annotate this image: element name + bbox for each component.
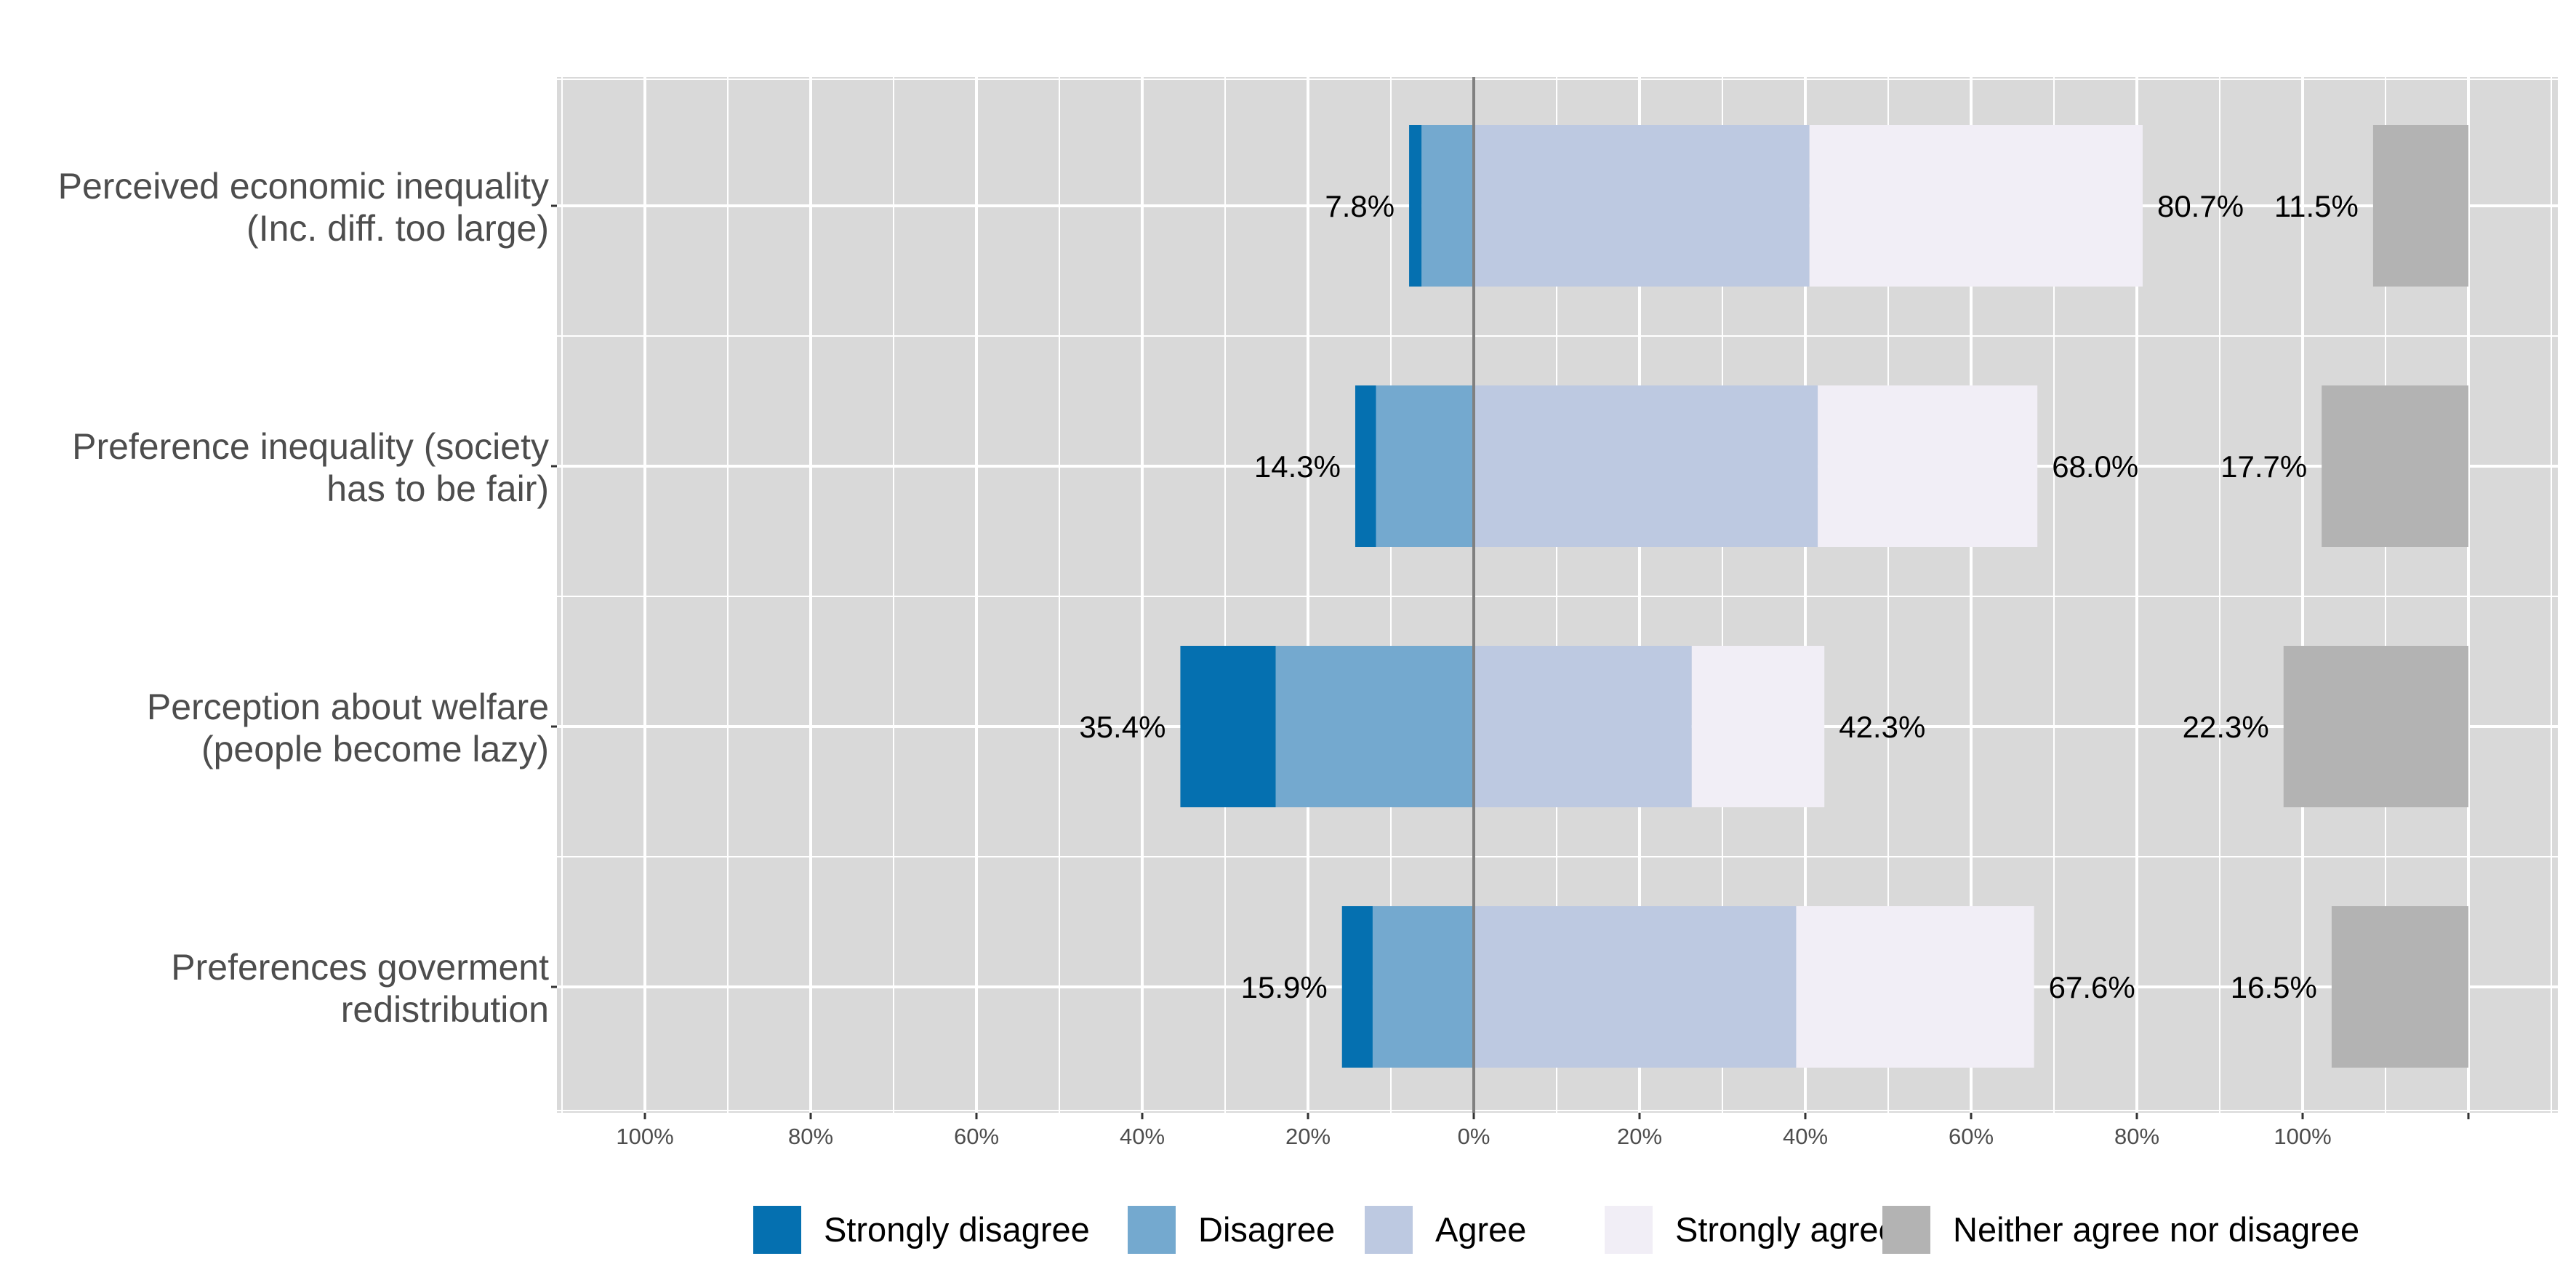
bar-strongly-agree	[1809, 125, 2143, 287]
x-tick-label: 20%	[1617, 1124, 1662, 1149]
data-label-disagree-total: 15.9%	[1241, 970, 1328, 1004]
x-tick-label: 100%	[616, 1124, 673, 1149]
bar-strongly-disagree	[1180, 646, 1276, 807]
bar-agree	[1474, 646, 1692, 807]
bar-strongly-agree	[1691, 646, 1825, 807]
bar-agree	[1474, 385, 1818, 547]
bar-strongly-agree	[1818, 385, 2038, 547]
legend-label: Neither agree nor disagree	[1953, 1210, 2359, 1249]
bar-neither-agree-nor-disagree	[2322, 385, 2468, 547]
x-tick-label: 80%	[2114, 1124, 2159, 1149]
x-axis-ticks: 100% 80% 60% 40% 20% 0% 20% 40% 60% 80% 100%	[616, 1113, 2470, 1149]
data-label-neutral: 11.5%	[2274, 189, 2359, 223]
data-label-neutral: 22.3%	[2183, 710, 2269, 744]
data-labels: 7.8% 80.7% 11.5% 14.3% 68.0% 17.7% 35.4% 42.3% 2…	[1079, 189, 2359, 1004]
legend-swatch	[1365, 1206, 1413, 1254]
legend-swatch	[753, 1206, 801, 1254]
bar-neither-agree-nor-disagree	[2283, 646, 2468, 807]
data-label-neutral: 16.5%	[2231, 970, 2317, 1004]
data-label-disagree-total: 14.3%	[1254, 449, 1341, 484]
x-tick-label: 0%	[1458, 1124, 1490, 1149]
bar-strongly-disagree	[1341, 906, 1373, 1068]
bar-neither-agree-nor-disagree	[2331, 906, 2468, 1068]
bar-disagree	[1376, 385, 1474, 547]
legend: Strongly disagree Disagree Agree Strongly a…	[753, 1206, 2359, 1254]
data-label-agree-total: 67.6%	[2049, 970, 2135, 1004]
bar-disagree	[1275, 646, 1474, 807]
category-label: Perceived economic inequality (Inc. diff.…	[58, 166, 549, 249]
x-tick-label: 40%	[1783, 1124, 1828, 1149]
bar-agree	[1474, 906, 1797, 1068]
legend-swatch	[1605, 1206, 1653, 1254]
data-label-agree-total: 80.7%	[2157, 189, 2244, 223]
legend-label: Strongly agree	[1675, 1210, 1898, 1249]
legend-swatch	[1882, 1206, 1930, 1254]
bar-strongly-disagree	[1355, 385, 1376, 547]
x-tick-label: 80%	[788, 1124, 833, 1149]
x-tick-label: 40%	[1120, 1124, 1165, 1149]
data-label-agree-total: 68.0%	[2052, 449, 2138, 484]
legend-label: Strongly disagree	[824, 1210, 1090, 1249]
x-tick-label: 60%	[1949, 1124, 1994, 1149]
data-label-neutral: 17.7%	[2220, 449, 2307, 484]
category-labels: Perceived economic inequality (Inc. diff.…	[58, 166, 557, 1030]
category-label: Preference inequality (society has to be …	[72, 426, 549, 509]
bar-agree	[1474, 125, 1810, 287]
x-tick-label: 60%	[954, 1124, 999, 1149]
data-label-agree-total: 42.3%	[1839, 710, 1925, 744]
x-tick-label: 20%	[1285, 1124, 1331, 1149]
category-label: Perception about welfare (people become l…	[147, 687, 549, 769]
legend-label: Disagree	[1198, 1210, 1335, 1249]
bars	[1180, 77, 2468, 1113]
bar-neither-agree-nor-disagree	[2372, 125, 2468, 287]
bar-strongly-disagree	[1409, 125, 1422, 287]
legend-label: Agree	[1435, 1210, 1526, 1249]
bar-strongly-agree	[1796, 906, 2034, 1068]
data-label-disagree-total: 7.8%	[1325, 189, 1395, 223]
bar-disagree	[1421, 125, 1474, 287]
bar-disagree	[1372, 906, 1474, 1068]
category-label: Preferences goverment redistribution	[171, 947, 549, 1030]
x-tick-label: 100%	[2274, 1124, 2331, 1149]
data-label-disagree-total: 35.4%	[1079, 710, 1165, 744]
legend-swatch	[1128, 1206, 1176, 1254]
